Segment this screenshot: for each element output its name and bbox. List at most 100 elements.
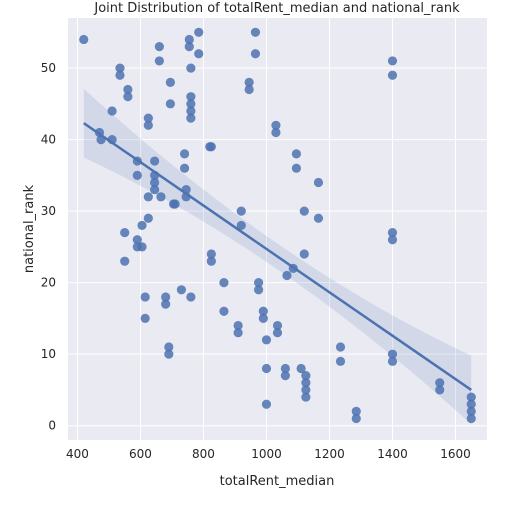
data-point <box>184 42 194 52</box>
data-point <box>154 56 164 66</box>
data-point <box>261 399 272 409</box>
data-point <box>161 292 171 302</box>
data-point <box>271 120 281 130</box>
data-point <box>435 385 445 395</box>
data-point <box>253 285 264 295</box>
data-point <box>143 120 153 130</box>
data-point <box>466 406 476 416</box>
data-point <box>143 113 153 123</box>
y-tick-label: 0 <box>48 419 56 433</box>
data-point <box>143 213 153 223</box>
y-tick-label: 10 <box>41 347 56 361</box>
data-point <box>435 378 445 388</box>
data-point <box>387 349 398 359</box>
data-point <box>186 292 196 302</box>
data-point <box>351 406 361 416</box>
data-point <box>115 63 125 73</box>
x-tick-label: 1600 <box>440 447 471 461</box>
data-point <box>132 235 142 245</box>
data-point <box>301 385 311 395</box>
data-point <box>186 92 196 102</box>
y-tick-label: 20 <box>41 276 56 290</box>
data-point <box>170 199 180 209</box>
data-point <box>120 256 130 266</box>
data-point <box>137 220 147 231</box>
data-point <box>233 328 243 338</box>
data-point <box>282 270 292 281</box>
data-point <box>206 249 216 259</box>
data-point <box>250 27 261 37</box>
data-point <box>154 42 164 52</box>
data-point <box>244 77 254 87</box>
data-point <box>150 177 160 188</box>
data-point <box>186 106 196 116</box>
data-point <box>194 27 204 37</box>
data-point <box>258 313 268 324</box>
data-point <box>186 99 196 109</box>
data-point <box>301 371 311 381</box>
data-point <box>299 206 309 216</box>
data-point <box>194 49 204 59</box>
data-point <box>280 371 290 381</box>
data-point <box>219 306 229 316</box>
x-tick-label: 1000 <box>251 447 282 461</box>
regression-line <box>83 122 472 391</box>
y-tick-label: 30 <box>41 204 56 218</box>
x-tick-label: 1200 <box>314 447 345 461</box>
data-point <box>466 392 476 402</box>
data-point <box>150 156 160 166</box>
data-point <box>165 77 175 87</box>
data-point <box>387 70 398 80</box>
data-point <box>280 363 290 374</box>
data-point <box>123 92 133 102</box>
data-point <box>261 363 272 374</box>
data-point <box>351 413 361 424</box>
data-point <box>272 328 283 338</box>
data-point <box>179 149 190 159</box>
data-point <box>387 356 398 366</box>
data-point <box>261 335 272 345</box>
data-point <box>313 213 324 223</box>
chart-title: Joint Distribution of totalRent_median a… <box>93 1 460 16</box>
data-point <box>387 235 398 245</box>
plot-area <box>68 18 487 440</box>
data-point <box>296 363 306 374</box>
y-tick-label: 50 <box>41 61 56 75</box>
data-point <box>291 149 302 159</box>
data-point <box>466 413 476 424</box>
data-point <box>313 177 324 188</box>
data-point <box>219 278 229 288</box>
data-point <box>387 56 398 66</box>
x-tick-label: 400 <box>66 447 89 461</box>
x-tick-label: 600 <box>129 447 152 461</box>
data-point <box>253 278 264 288</box>
data-point <box>335 356 346 366</box>
data-point <box>115 70 125 80</box>
data-point <box>466 399 476 409</box>
data-point <box>150 185 160 195</box>
data-point <box>387 227 398 238</box>
data-point <box>206 256 216 266</box>
data-point <box>140 313 150 324</box>
y-tick-label: 40 <box>41 133 56 147</box>
y-tick-labels: 0 10 20 30 40 50 <box>41 61 56 433</box>
data-point <box>137 242 147 252</box>
x-tick-label: 1400 <box>377 447 408 461</box>
data-point <box>233 320 243 331</box>
data-point <box>186 63 196 73</box>
data-point <box>291 163 302 173</box>
data-point <box>132 170 142 180</box>
data-point <box>301 378 311 388</box>
data-point <box>299 249 309 259</box>
data-point <box>184 34 194 45</box>
data-point <box>244 84 254 95</box>
data-point <box>272 320 283 331</box>
data-point <box>107 106 117 116</box>
data-point <box>165 99 175 109</box>
data-point <box>335 342 346 352</box>
data-point <box>250 49 261 59</box>
data-point <box>143 192 153 202</box>
data-point <box>156 192 166 202</box>
